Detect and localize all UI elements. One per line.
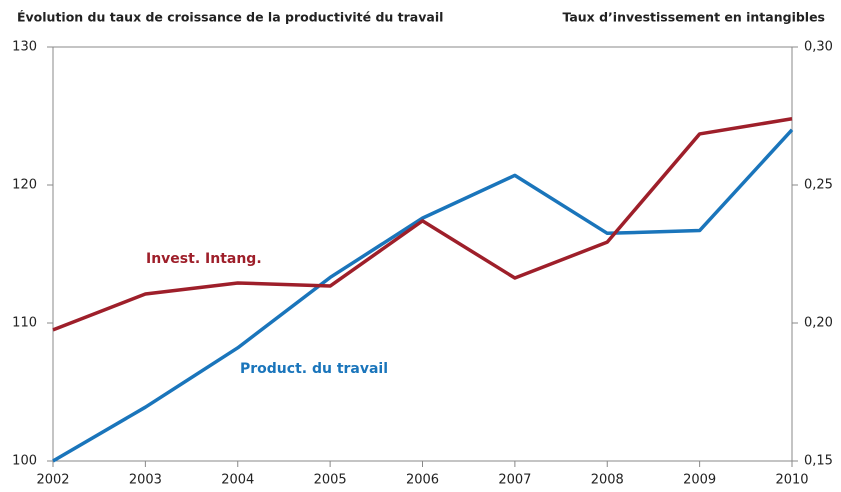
series-label: Invest. Intang. — [146, 251, 262, 267]
x-tick-label: 2005 — [314, 473, 347, 488]
y2-axis-title: Taux d’investissement en intangibles — [562, 10, 825, 25]
x-tick-label: 2008 — [591, 473, 624, 488]
x-tick-label: 2006 — [406, 473, 439, 488]
series-line — [52, 128, 794, 463]
y-axis-title: Évolution du taux de croissance de la pr… — [17, 10, 443, 25]
series-label: Product. du travail — [240, 361, 388, 377]
y-tick-label: 130 — [12, 40, 37, 55]
y2-tick-label: 0,20 — [804, 316, 833, 331]
x-tick-label: 2010 — [775, 473, 808, 488]
x-tick-label: 2002 — [36, 473, 69, 488]
y2-tick-label: 0,30 — [804, 40, 833, 55]
y2-tick-label: 0,25 — [804, 178, 833, 193]
x-tick-label: 2007 — [498, 473, 531, 488]
y-tick-label: 100 — [12, 454, 37, 469]
x-tick-label: 2009 — [683, 473, 716, 488]
y2-tick-label: 0,15 — [804, 454, 833, 469]
x-tick-label: 2004 — [221, 473, 254, 488]
x-tick-label: 2003 — [129, 473, 162, 488]
y-tick-label: 110 — [12, 316, 37, 331]
series-line — [52, 117, 793, 332]
y-tick-label: 120 — [12, 178, 37, 193]
